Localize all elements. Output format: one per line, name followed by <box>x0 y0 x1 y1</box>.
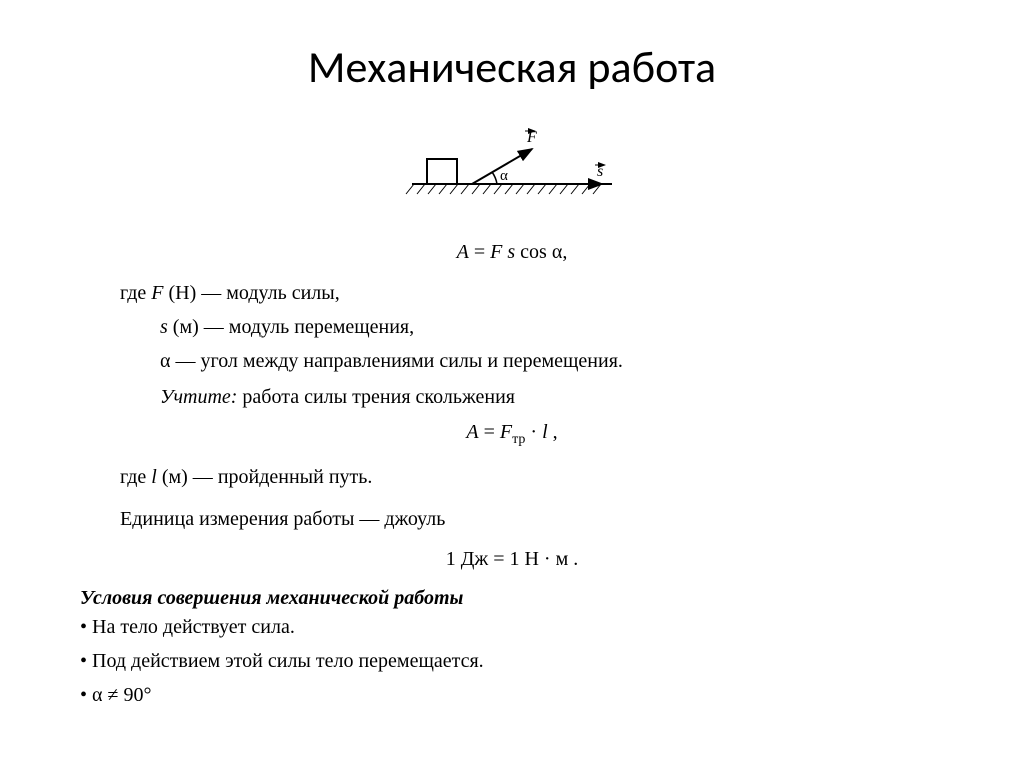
svg-text:F: F <box>526 129 537 146</box>
var-s: s <box>507 241 520 263</box>
fn-cos: cos <box>520 241 552 263</box>
conditions-heading: Условия совершения механической работы <box>80 587 944 610</box>
desc-l: пройденный путь. <box>218 466 373 488</box>
formula-unit: 1 Дж = 1 Н · м . <box>80 548 944 571</box>
definitions-block: где F (Н) — модуль силы, s (м) — модуль … <box>120 276 944 378</box>
svg-text:α: α <box>500 168 508 184</box>
bullet-1: • На тело действует сила. <box>80 610 944 644</box>
var-F2: F <box>500 421 512 443</box>
force-diagram: Fs α <box>80 124 944 229</box>
var-A: A <box>457 241 469 263</box>
sym-s: s <box>160 316 168 338</box>
def-line-l: где l (м) — пройденный путь. <box>120 460 944 494</box>
def-line-F: где F (Н) — модуль силы, <box>120 276 944 310</box>
desc-alpha: — угол между направлениями силы и переме… <box>170 350 622 372</box>
unit-l: (м) — <box>157 466 218 488</box>
var-alpha: α, <box>552 241 567 263</box>
unit-line: Единица измерения работы — джоуль <box>120 502 944 536</box>
def-line-s: s (м) — модуль перемещения, <box>160 310 944 344</box>
eq2: = <box>479 421 500 443</box>
unit-F: (Н) — <box>163 282 226 304</box>
desc-s: модуль перемещения, <box>229 316 414 338</box>
sym-F: F <box>151 282 163 304</box>
bullet-3: • α ≠ 90° <box>80 678 944 712</box>
var-l: l <box>542 421 553 443</box>
tail2: , <box>553 421 558 443</box>
sub-tr: тр <box>512 432 525 447</box>
where-l: где <box>120 466 151 488</box>
unit-s: (м) — <box>168 316 229 338</box>
var-F: F <box>490 241 507 263</box>
note-friction: Учтите: работа силы трения скольжения <box>160 386 944 409</box>
unit-eq: 1 Дж = 1 Н · м . <box>446 548 579 570</box>
eq: = <box>469 241 490 263</box>
formula-friction: A = Fтр · l , <box>80 421 944 448</box>
dot: · <box>525 421 542 443</box>
sym-alpha: α <box>160 350 170 372</box>
where-label: где <box>120 282 151 304</box>
desc-F: модуль силы, <box>226 282 339 304</box>
formula-work: A = F s cos α, <box>80 241 944 264</box>
var-A2: A <box>466 421 478 443</box>
svg-text:s: s <box>597 163 603 180</box>
def-line-alpha: α — угол между направлениями силы и пере… <box>160 344 944 378</box>
note-label: Учтите: <box>160 386 237 408</box>
bullet-2: • Под действием этой силы тело перемещае… <box>80 644 944 678</box>
note-text: работа силы трения скольжения <box>237 386 515 408</box>
page-title: Механическая работа <box>80 40 944 94</box>
